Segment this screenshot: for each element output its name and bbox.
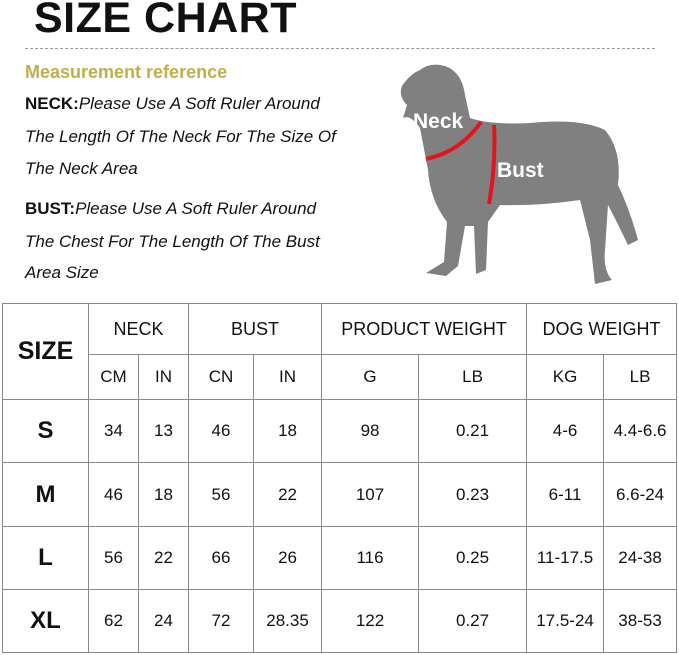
neck-text: The Neck Area	[25, 159, 138, 178]
bust-instruction-line: Area Size	[25, 263, 99, 283]
subheader: CN	[188, 354, 255, 401]
value-cell: 38-53	[603, 588, 678, 654]
value-cell: 4.4-6.6	[603, 399, 678, 464]
value-cell: 22	[137, 525, 190, 590]
value-cell: 34	[88, 399, 139, 464]
table-row: L 56 22 66 26 116 0.25 11-17.5 24-38	[2, 525, 678, 590]
measurement-heading: Measurement reference	[25, 62, 228, 82]
value-cell: 46	[88, 462, 139, 527]
divider	[25, 48, 655, 49]
subheader: IN	[137, 354, 190, 401]
value-cell: 66	[188, 525, 255, 590]
bust-text: The Chest For The Length Of The Bust	[25, 232, 320, 251]
value-cell: 62	[88, 588, 139, 654]
value-cell: 56	[88, 525, 139, 590]
value-cell: 18	[137, 462, 190, 527]
size-cell: XL	[2, 588, 89, 654]
value-cell: 4-6	[526, 399, 605, 464]
value-cell: 26	[253, 525, 323, 590]
neck-strap	[425, 120, 483, 161]
size-header: SIZE	[2, 302, 89, 401]
bust-text: Please Use A Soft Ruler Around	[75, 199, 317, 218]
subheader: LB	[603, 354, 678, 401]
neck-label: NECK:	[25, 94, 79, 113]
neck-instruction-line: The Neck Area	[25, 159, 138, 179]
page-title: SIZE CHART	[34, 0, 297, 42]
neck-text: The Length Of The Neck For The Size Of	[25, 127, 336, 146]
bust-instruction-line: BUST:Please Use A Soft Ruler Around	[25, 199, 316, 219]
value-cell: 0.25	[418, 525, 528, 590]
value-cell: 72	[188, 588, 255, 654]
neck-instruction-line: NECK:Please Use A Soft Ruler Around	[25, 94, 320, 114]
value-cell: 24-38	[603, 525, 678, 590]
bust-label: BUST:	[25, 199, 76, 218]
value-cell: 18	[253, 399, 323, 464]
subheader: G	[321, 354, 420, 401]
value-cell: 11-17.5	[526, 525, 605, 590]
header-product-weight: PRODUCT WEIGHT	[321, 302, 528, 356]
subheader: CM	[88, 354, 139, 401]
table-header-row: SIZE NECK BUST PRODUCT WEIGHT DOG WEIGHT	[2, 302, 678, 401]
table-row: S 34 13 46 18 98 0.21 4-6 4.4-6.6	[2, 399, 678, 464]
header-dog-weight: DOG WEIGHT	[526, 302, 678, 356]
neck-diagram-label: Neck	[413, 110, 464, 133]
value-cell: 116	[321, 525, 420, 590]
value-cell: 98	[321, 399, 420, 464]
table-row: XL 62 24 72 28.35 122 0.27 17.5-24 38-53	[2, 588, 678, 654]
table-row: M 46 18 56 22 107 0.23 6-11 6.6-24	[2, 462, 678, 527]
value-cell: 13	[137, 399, 190, 464]
subheader: IN	[253, 354, 323, 401]
neck-instruction-line: The Length Of The Neck For The Size Of	[25, 127, 336, 147]
subheader: KG	[526, 354, 605, 401]
value-cell: 107	[321, 462, 420, 527]
value-cell: 56	[188, 462, 255, 527]
value-cell: 122	[321, 588, 420, 654]
value-cell: 46	[188, 399, 255, 464]
size-cell: L	[2, 525, 89, 590]
value-cell: 6.6-24	[603, 462, 678, 527]
size-table: SIZE NECK BUST PRODUCT WEIGHT DOG WEIGHT…	[2, 302, 678, 654]
bust-diagram-label: Bust	[497, 159, 544, 182]
value-cell: 17.5-24	[526, 588, 605, 654]
header-neck: NECK	[87, 302, 190, 356]
value-cell: 0.23	[418, 462, 528, 527]
dog-silhouette	[400, 64, 638, 285]
neck-text: Please Use A Soft Ruler Around	[78, 94, 320, 113]
subheader: LB	[418, 354, 528, 401]
size-cell: S	[2, 399, 89, 464]
value-cell: 28.35	[253, 588, 323, 654]
bust-text: Area Size	[25, 263, 99, 282]
value-cell: 22	[253, 462, 323, 527]
size-cell: M	[2, 462, 89, 527]
value-cell: 24	[137, 588, 190, 654]
bust-strap	[487, 124, 497, 205]
table-subheader-row: CM IN CN IN G LB KG LB	[3, 354, 678, 401]
value-cell: 0.27	[418, 588, 528, 654]
dog-measurement-diagram: Neck Bust	[400, 64, 638, 285]
value-cell: 6-11	[526, 462, 605, 527]
bust-instruction-line: The Chest For The Length Of The Bust	[25, 232, 320, 252]
value-cell: 0.21	[418, 399, 528, 464]
header-bust: BUST	[188, 302, 323, 356]
